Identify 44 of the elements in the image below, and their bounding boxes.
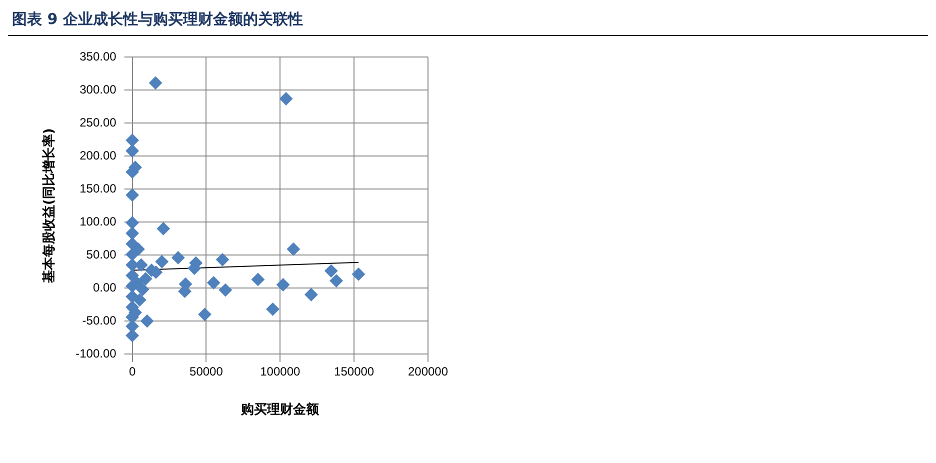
x-tick-label: 0 <box>128 364 136 379</box>
point <box>133 293 146 306</box>
point <box>126 226 139 240</box>
point <box>304 288 318 302</box>
point <box>352 268 366 281</box>
y-tick-label: 350.00 <box>80 50 117 64</box>
point <box>172 251 185 264</box>
x-tick-label: 100000 <box>260 364 300 379</box>
point <box>280 92 293 106</box>
point <box>132 242 145 256</box>
point <box>266 302 280 316</box>
y-tick-label: -50.00 <box>82 313 117 328</box>
point <box>156 222 170 236</box>
point <box>149 76 162 90</box>
point <box>134 258 148 272</box>
y-tick-label: 300.00 <box>80 82 117 96</box>
point <box>140 314 154 328</box>
point <box>136 282 150 296</box>
chart-title: 图表 9 企业成长性与购买理财金额的关联性 <box>8 8 928 36</box>
x-tick-label: 50000 <box>190 364 224 379</box>
point <box>286 242 300 256</box>
y-tick-label: 150.00 <box>80 181 117 196</box>
point <box>155 255 168 268</box>
point <box>126 134 139 147</box>
x-axis-title: 购买理财金额 <box>240 402 320 418</box>
x-tick-label: 150000 <box>334 364 374 379</box>
y-tick-label: -100.00 <box>76 346 117 360</box>
point <box>216 253 229 266</box>
y-tick-label: 50.00 <box>86 247 117 262</box>
point <box>198 308 212 321</box>
y-axis-title: 基本每股收益(同比增长率) <box>41 128 58 284</box>
point <box>324 264 338 278</box>
y-tick-label: 100.00 <box>80 214 117 228</box>
y-tick-label: 250.00 <box>80 115 117 130</box>
y-tick-label: 200.00 <box>80 148 117 162</box>
point <box>251 272 264 286</box>
point <box>218 284 232 297</box>
point <box>139 272 152 286</box>
point <box>126 329 139 342</box>
x-tick-label: 200000 <box>408 364 448 379</box>
point <box>276 278 290 292</box>
point <box>207 276 220 290</box>
y-tick-label: 0.00 <box>92 280 117 294</box>
point <box>330 274 343 288</box>
